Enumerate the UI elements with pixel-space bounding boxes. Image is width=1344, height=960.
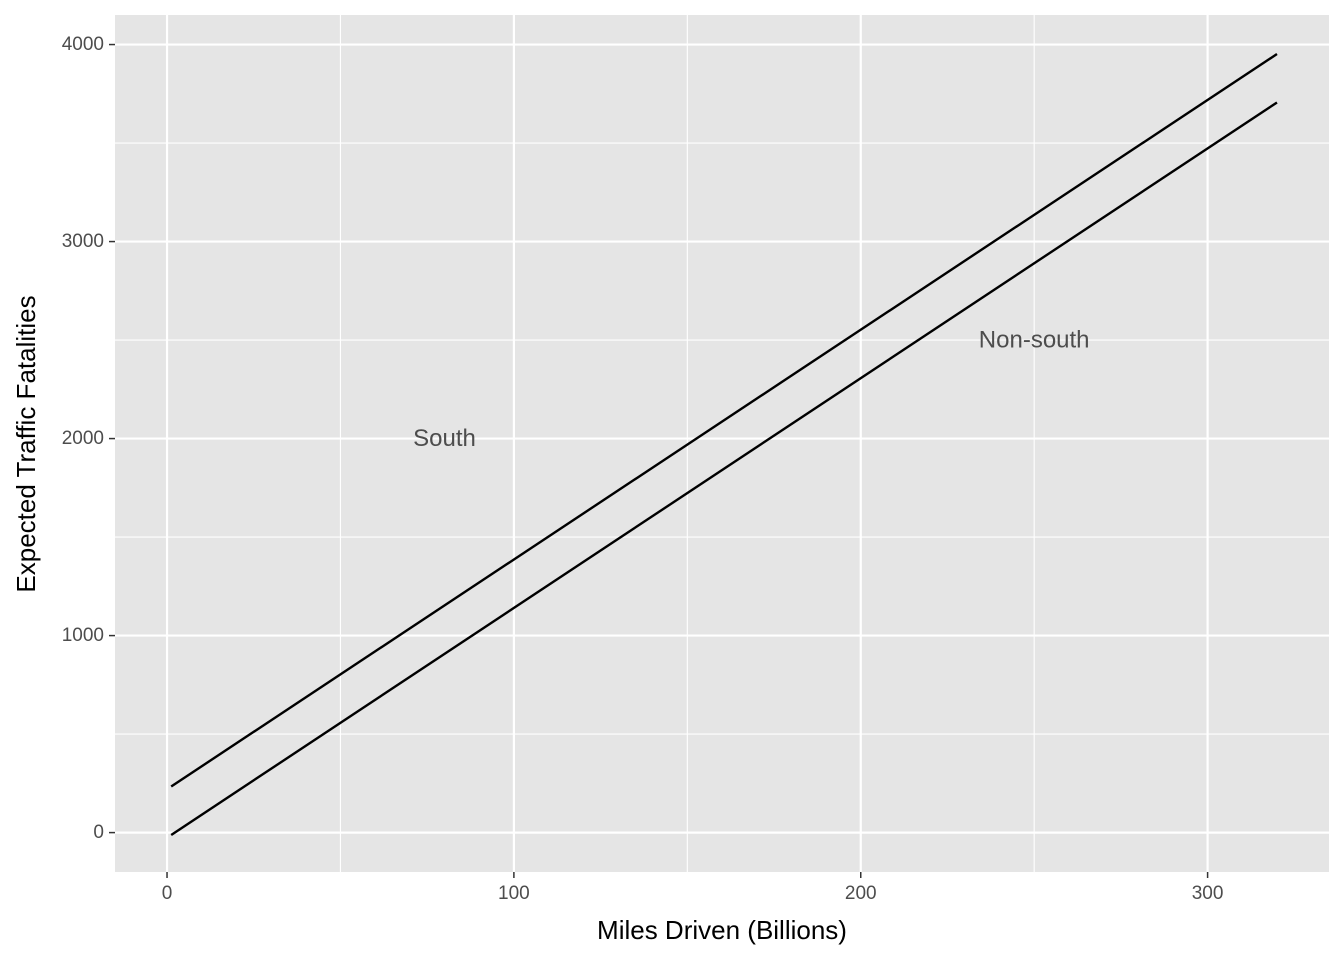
series-lines — [170, 53, 1278, 836]
x-tick-label: 200 — [845, 883, 877, 904]
x-tick-label: 100 — [498, 883, 530, 904]
y-tick-label: 0 — [93, 822, 104, 843]
x-axis: 0 100 200 300 — [162, 872, 1224, 904]
major-gridlines — [115, 15, 1329, 872]
annotation-label: South — [413, 425, 476, 452]
y-tick-label: 4000 — [62, 34, 104, 55]
x-tick-label: 300 — [1192, 883, 1224, 904]
y-tick-label: 2000 — [62, 428, 104, 449]
annotation-label: Non-south — [979, 327, 1090, 354]
x-tick-label: 0 — [162, 883, 173, 904]
y-tick-label: 3000 — [62, 231, 104, 252]
panel-background — [115, 15, 1329, 872]
y-axis-title: Expected Traffic Fatalities — [11, 295, 41, 592]
y-axis: 0 1000 2000 3000 4000 — [62, 34, 115, 843]
series-line-1 — [170, 53, 1278, 788]
x-axis-title: Miles Driven (Billions) — [597, 915, 847, 945]
y-tick-label: 1000 — [62, 625, 104, 646]
series-line-2 — [170, 101, 1278, 836]
annotations: South Non-south — [413, 327, 1089, 453]
